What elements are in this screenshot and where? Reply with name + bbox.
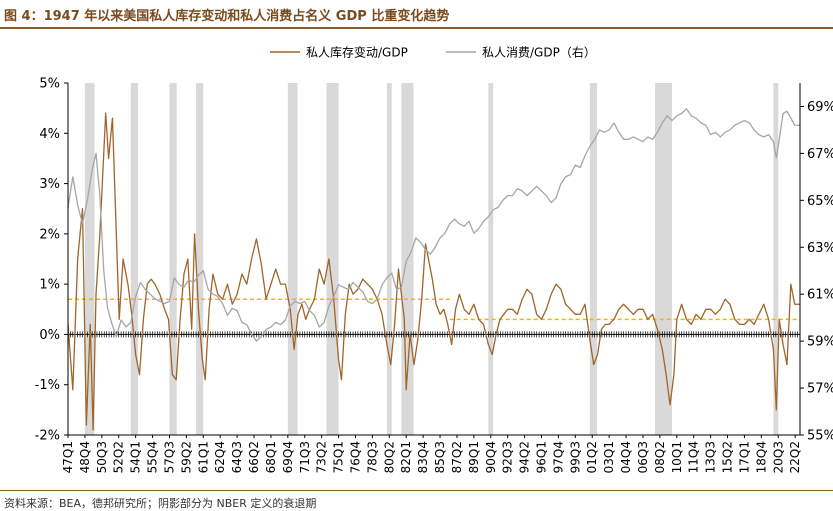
x-tick-label-41: 18Q4 bbox=[754, 441, 768, 473]
x-tick-label-5: 55Q4 bbox=[146, 441, 160, 473]
left-tick-label-2: 0% bbox=[39, 328, 60, 343]
x-tick-label-4: 54Q1 bbox=[129, 441, 143, 473]
x-tick-label-40: 17Q1 bbox=[737, 441, 751, 473]
left-tick-label-3: 1% bbox=[39, 278, 60, 293]
recession-bar-10 bbox=[655, 83, 672, 435]
figure-title: 图 4：1947 年以来美国私人库存变动和私人消费占名义 GDP 比重变化趋势 bbox=[4, 9, 450, 24]
x-tick-label-12: 68Q1 bbox=[264, 441, 278, 473]
recession-bar-4 bbox=[287, 83, 298, 435]
recession-bar-2 bbox=[169, 83, 177, 435]
x-tick-label-33: 04Q4 bbox=[619, 441, 633, 473]
recession-bar-0 bbox=[84, 83, 95, 435]
x-tick-label-13: 69Q4 bbox=[281, 441, 295, 473]
x-tick-label-7: 59Q2 bbox=[179, 441, 193, 473]
x-tick-label-23: 87Q2 bbox=[450, 441, 464, 473]
x-tick-label-15: 73Q2 bbox=[315, 441, 329, 473]
x-tick-label-42: 20Q3 bbox=[771, 441, 785, 473]
x-tick-label-30: 99Q3 bbox=[568, 441, 582, 473]
x-tick-label-3: 52Q2 bbox=[112, 441, 126, 473]
x-tick-label-17: 76Q4 bbox=[349, 441, 363, 473]
x-tick-label-14: 71Q3 bbox=[298, 441, 312, 473]
x-tick-label-36: 10Q1 bbox=[670, 441, 684, 473]
series-lines bbox=[67, 108, 800, 431]
recession-bar-6 bbox=[386, 83, 392, 435]
x-tick-label-26: 92Q3 bbox=[501, 441, 515, 473]
left-tick-label-6: 4% bbox=[39, 127, 60, 142]
x-tick-label-8: 61Q1 bbox=[196, 441, 210, 473]
right-tick-label-4: 63% bbox=[807, 241, 833, 256]
recession-bar-8 bbox=[488, 83, 494, 435]
axes: -2% -1% 0% 1% 2% 3% 4% 5% 55% 57% 59% 61% 63% 65% 67% 6… bbox=[35, 77, 833, 474]
x-tick-label-37: 11Q4 bbox=[687, 441, 701, 473]
reference-lines bbox=[68, 298, 800, 321]
right-tick-label-1: 57% bbox=[807, 382, 833, 397]
x-tick-label-38: 13Q3 bbox=[704, 441, 718, 473]
x-tick-label-0: 47Q1 bbox=[61, 441, 75, 473]
legend-label-consumption: 私人消费/GDP（右） bbox=[482, 45, 596, 60]
x-tick-label-9: 62Q4 bbox=[213, 441, 227, 473]
x-tick-label-10: 64Q3 bbox=[230, 441, 244, 473]
x-tick-label-6: 57Q3 bbox=[163, 441, 177, 473]
series-line-consumption bbox=[67, 108, 800, 342]
x-tick-label-19: 80Q2 bbox=[382, 441, 396, 473]
zero-axis bbox=[67, 331, 801, 338]
x-tick-label-20: 82Q1 bbox=[399, 441, 413, 473]
x-tick-label-43: 22Q2 bbox=[788, 441, 802, 473]
right-tick-label-6: 67% bbox=[807, 147, 833, 162]
left-tick-label-5: 3% bbox=[39, 177, 60, 192]
x-tick-label-34: 06Q3 bbox=[636, 441, 650, 473]
x-tick-label-2: 50Q3 bbox=[95, 441, 109, 473]
x-tick-label-22: 85Q3 bbox=[433, 441, 447, 473]
x-tick-label-1: 48Q4 bbox=[78, 441, 92, 473]
x-tick-label-25: 90Q4 bbox=[484, 441, 498, 473]
right-tick-label-0: 55% bbox=[807, 429, 833, 444]
legend-label-inventory: 私人库存变动/GDP bbox=[306, 45, 408, 60]
recession-bar-5 bbox=[326, 83, 339, 435]
x-tick-label-35: 08Q2 bbox=[653, 441, 667, 473]
chart-svg: -2% -1% 0% 1% 2% 3% 4% 5% 55% 57% 59% 61% 63% 65% 67% 6… bbox=[35, 45, 833, 474]
title-divider bbox=[0, 27, 833, 29]
x-tick-label-24: 89Q1 bbox=[467, 441, 481, 473]
footer-divider bbox=[0, 490, 833, 491]
right-tick-label-3: 61% bbox=[807, 288, 833, 303]
recession-shading bbox=[84, 83, 779, 435]
x-tick-label-16: 75Q1 bbox=[332, 441, 346, 473]
source-note: 资料来源：BEA，德邦研究所；阴影部分为 NBER 定义的衰退期 bbox=[4, 497, 317, 510]
legend: 私人库存变动/GDP 私人消费/GDP（右） bbox=[270, 45, 596, 60]
left-tick-label-7: 5% bbox=[39, 77, 60, 92]
x-tick-label-29: 97Q4 bbox=[551, 441, 565, 473]
x-tick-label-27: 94Q2 bbox=[518, 441, 532, 473]
series-line-inventory bbox=[67, 112, 800, 431]
left-tick-label-0: -2% bbox=[35, 429, 60, 444]
recession-bar-3 bbox=[196, 83, 204, 435]
left-tick-label-1: -1% bbox=[35, 378, 60, 393]
recession-bar-1 bbox=[130, 83, 139, 435]
right-tick-label-5: 65% bbox=[807, 194, 833, 209]
x-tick-label-28: 96Q1 bbox=[535, 441, 549, 473]
right-tick-label-7: 69% bbox=[807, 100, 833, 115]
left-tick-label-4: 2% bbox=[39, 227, 60, 242]
x-tick-label-32: 03Q1 bbox=[602, 441, 616, 473]
x-tick-label-11: 66Q2 bbox=[247, 441, 261, 473]
x-tick-label-39: 15Q2 bbox=[721, 441, 735, 473]
x-tick-label-21: 83Q4 bbox=[416, 441, 430, 473]
x-tick-label-18: 78Q3 bbox=[365, 441, 379, 473]
recession-bar-9 bbox=[589, 83, 598, 435]
x-tick-label-31: 01Q2 bbox=[585, 441, 599, 473]
right-tick-label-2: 59% bbox=[807, 335, 833, 350]
recession-bar-11 bbox=[773, 83, 779, 435]
